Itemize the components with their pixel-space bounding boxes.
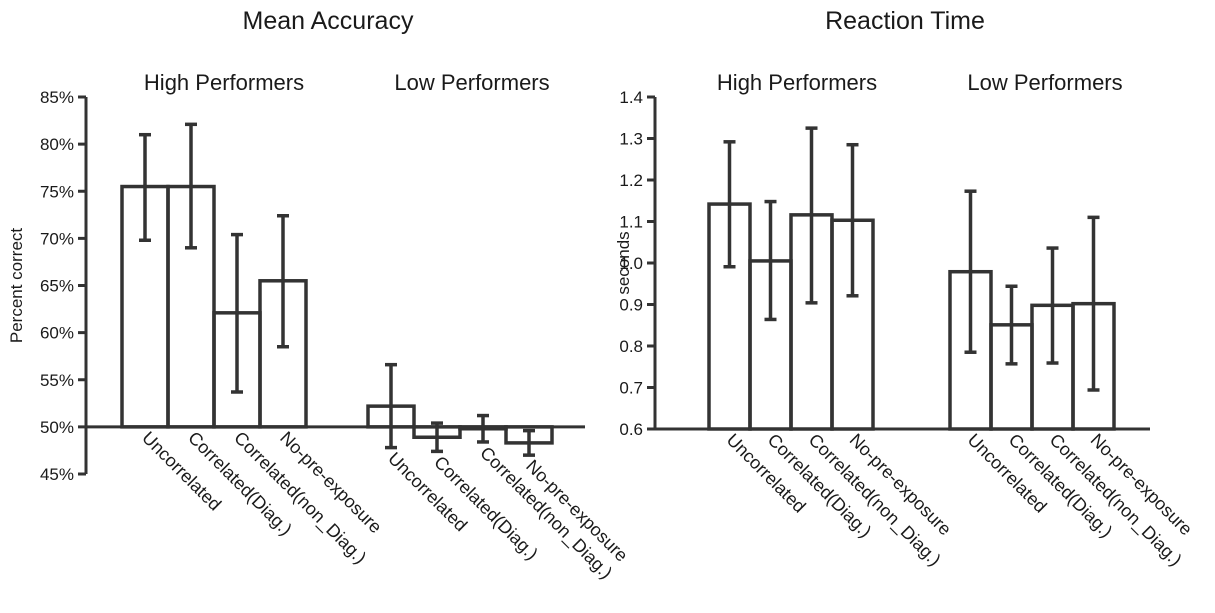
y-tick-label: 85% bbox=[40, 88, 74, 107]
y-tick-label: 60% bbox=[40, 324, 74, 343]
y-tick-label: 45% bbox=[40, 465, 74, 484]
chart-title: Reaction Time bbox=[825, 7, 985, 35]
y-tick-label: 1.3 bbox=[619, 130, 643, 149]
group-label: Low Performers bbox=[967, 70, 1122, 95]
group-label: High Performers bbox=[717, 70, 877, 95]
y-tick-label: 1.0 bbox=[619, 254, 643, 273]
y-tick-label: 65% bbox=[40, 277, 74, 296]
y-axis-label: Percent correct bbox=[7, 228, 26, 344]
y-tick-label: 0.6 bbox=[619, 420, 643, 439]
y-tick-label: 1.2 bbox=[619, 171, 643, 190]
y-tick-label: 80% bbox=[40, 135, 74, 154]
chart-title: Mean Accuracy bbox=[243, 7, 414, 35]
y-tick-label: 0.7 bbox=[619, 379, 643, 398]
group-label: Low Performers bbox=[394, 70, 549, 95]
chart-reaction-time: Reaction Time 0.6 0.7 0.8 0.9 1.0 1.1 1.2 1.3 1.… bbox=[614, 7, 1196, 570]
y-tick-label: 70% bbox=[40, 229, 74, 248]
y-tick-label: 75% bbox=[40, 182, 74, 201]
chart-mean-accuracy: Mean Accuracy 45% 50% 55% 60% 65% 70% 75% 80% 85… bbox=[7, 7, 632, 583]
y-tick-label: 55% bbox=[40, 371, 74, 390]
y-tick-label: 1.4 bbox=[619, 88, 643, 107]
y-axis-label: seconds bbox=[614, 231, 633, 294]
y-tick-label: 1.1 bbox=[619, 213, 643, 232]
y-tick-label: 0.9 bbox=[619, 296, 643, 315]
y-tick-label: 50% bbox=[40, 418, 74, 437]
group-label: High Performers bbox=[144, 70, 304, 95]
y-tick-label: 0.8 bbox=[619, 337, 643, 356]
